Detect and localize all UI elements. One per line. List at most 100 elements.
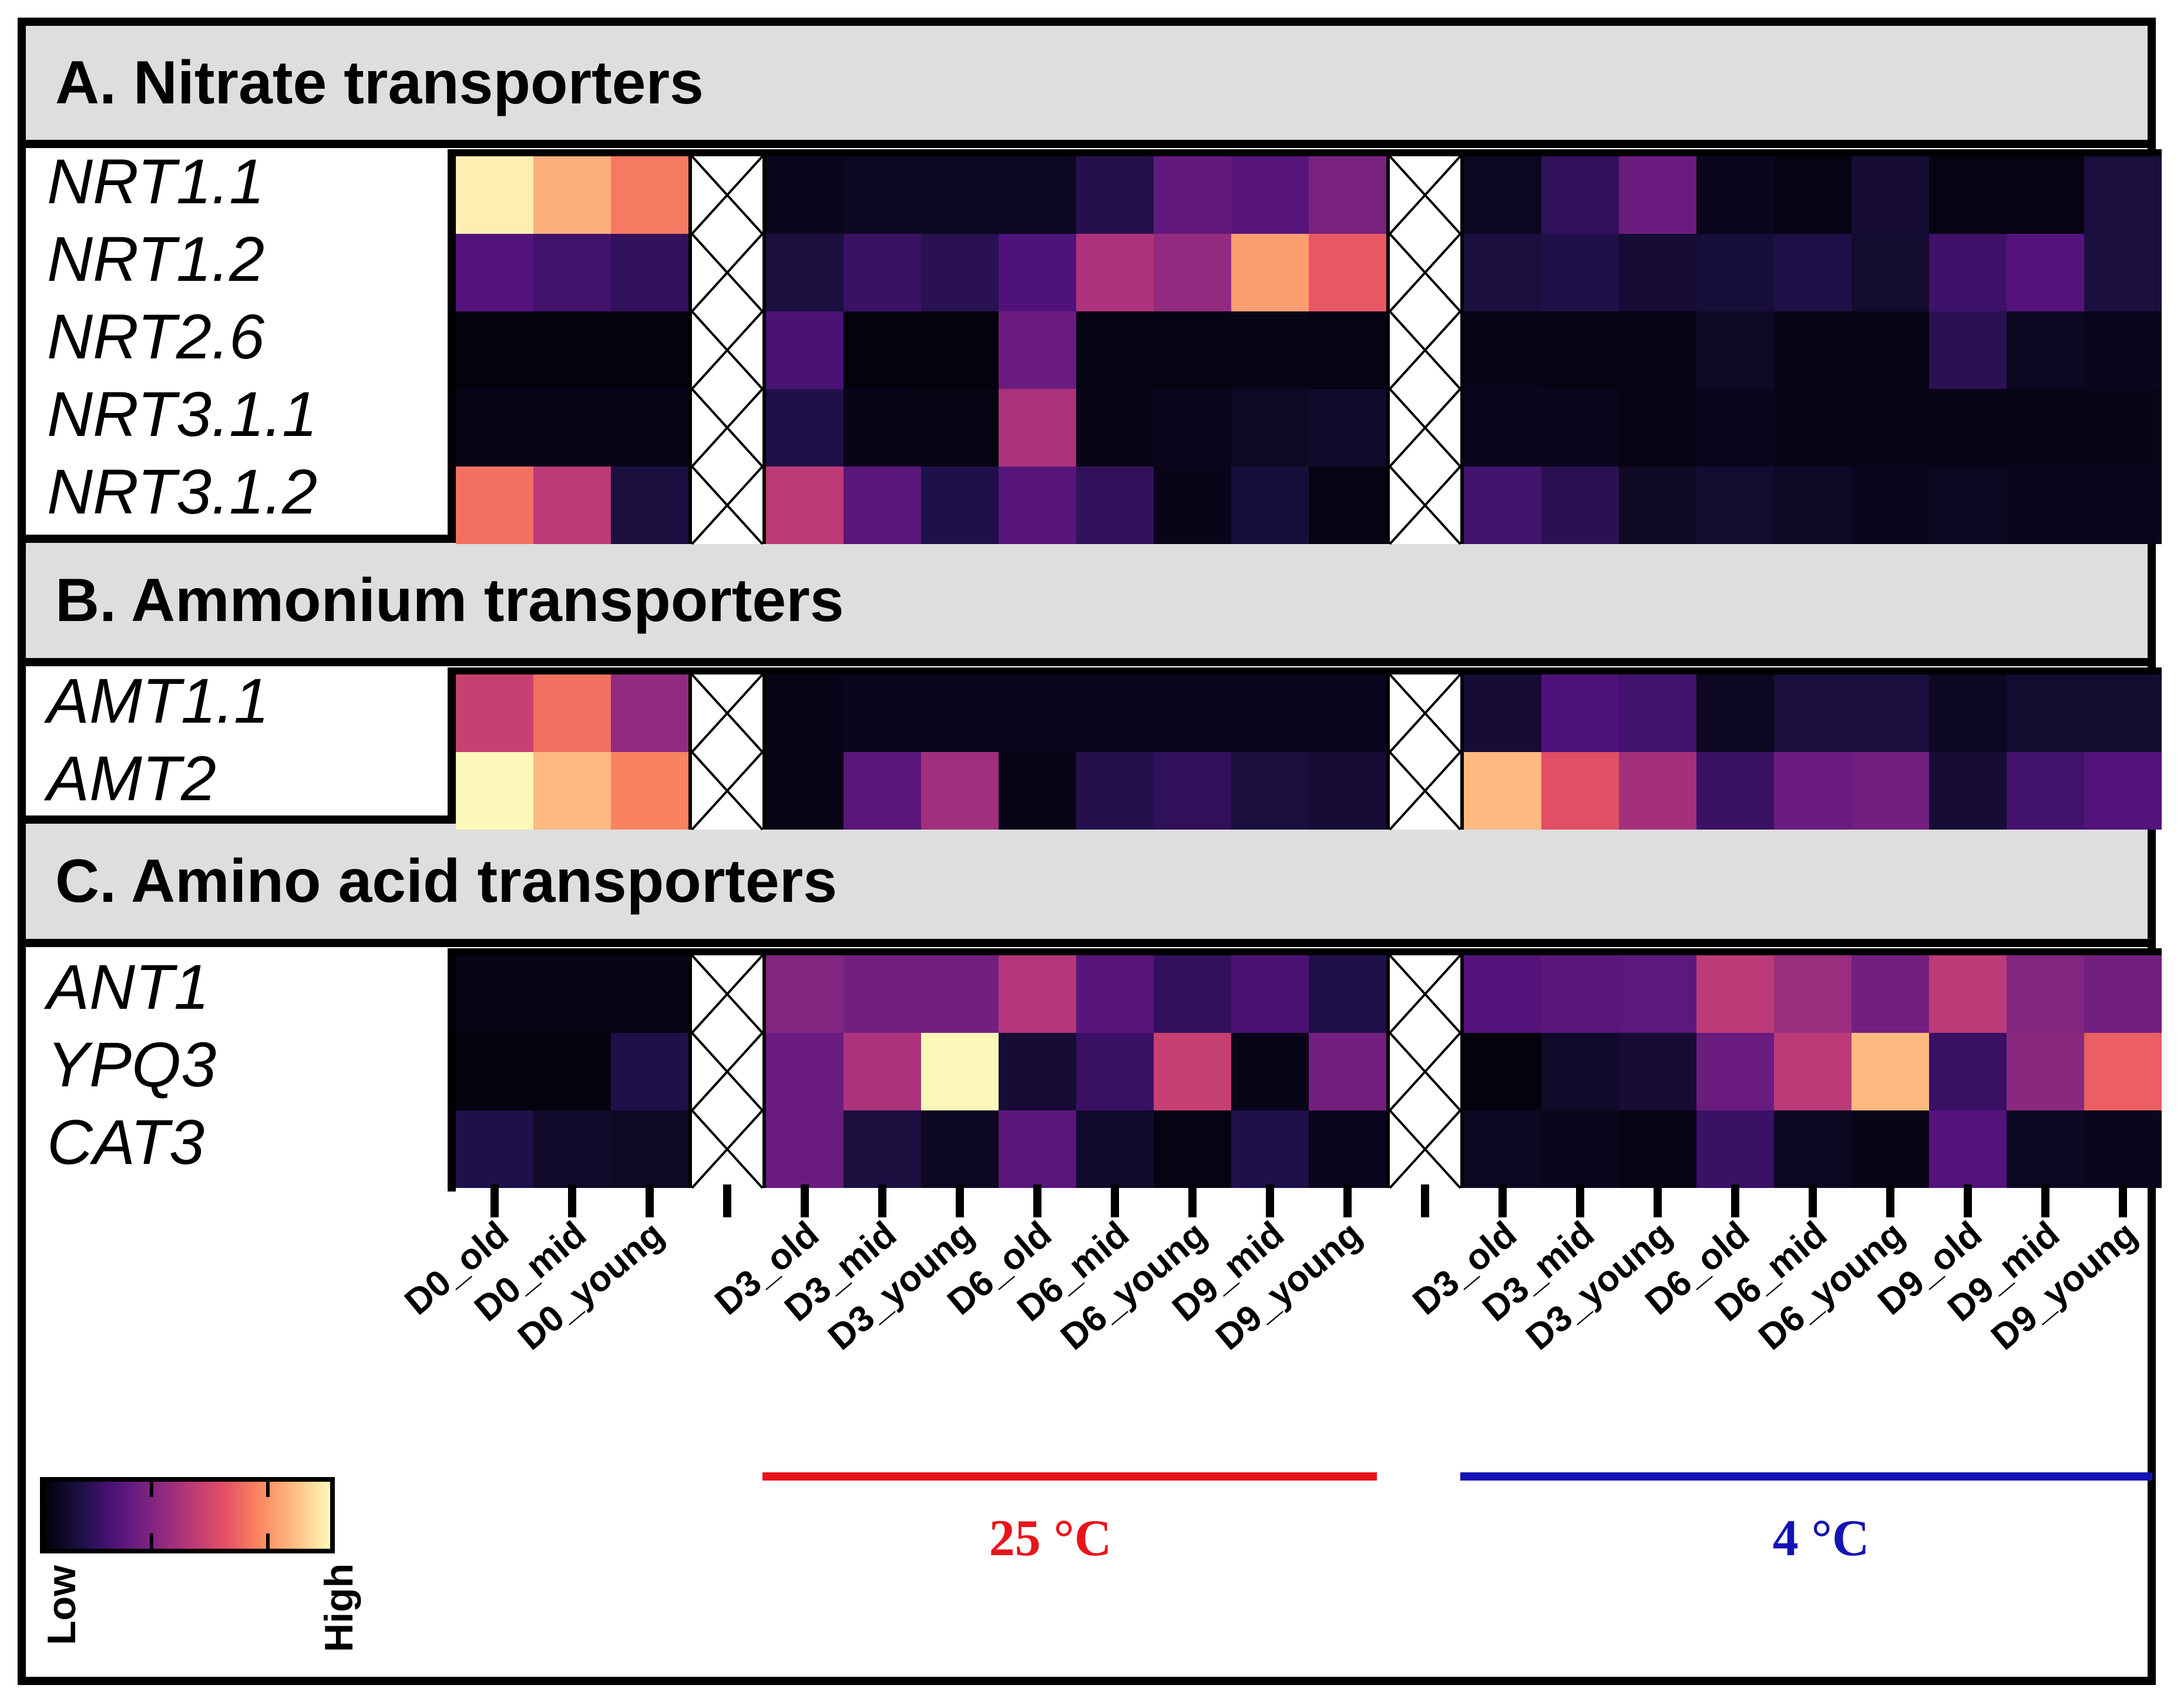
heatmap-cell <box>1231 234 1309 311</box>
separator-edge <box>1460 311 1464 389</box>
heatmap-cell <box>1774 156 1852 234</box>
heatmap-cell <box>1541 156 1619 234</box>
heatmap-cell <box>2007 311 2084 389</box>
heatmap-cell <box>766 311 844 389</box>
heatmap-cell <box>999 466 1076 544</box>
separator-edge <box>1460 389 1464 466</box>
heatmap-cell <box>999 674 1076 752</box>
x-tick <box>568 1184 576 1217</box>
heatmap-left-border <box>448 948 456 1192</box>
heatmap-cell <box>2007 1110 2084 1188</box>
separator-edge <box>762 156 766 234</box>
separator-edge <box>1386 752 1390 830</box>
heatmap-cell <box>1309 1033 1386 1110</box>
heatmap-cell <box>1696 674 1774 752</box>
heatmap-cell <box>1464 466 1541 544</box>
heatmap-cell <box>533 674 611 752</box>
separator-cross <box>1389 388 1461 468</box>
gene-label-amt1-1: AMT1.1 <box>47 665 270 736</box>
heatmap-cell <box>1309 752 1386 830</box>
heatmap-cell <box>1231 752 1309 830</box>
heatmap-cell <box>1619 156 1696 234</box>
heatmap-cell <box>921 466 999 544</box>
separator-edge <box>688 1033 692 1110</box>
heatmap-cell <box>456 466 533 544</box>
heatmap-cell <box>1696 752 1774 830</box>
heatmap-cell <box>1929 389 2007 466</box>
separator-cross <box>691 954 764 1034</box>
heatmap-cell <box>1464 674 1541 752</box>
heatmap-cell <box>456 234 533 311</box>
heatmap-cell <box>844 234 921 311</box>
separator-edge <box>762 389 766 466</box>
heatmap-cell <box>844 1110 921 1188</box>
heatmap-left-border <box>448 149 456 537</box>
separator-edge <box>762 466 766 544</box>
heatmap-cell <box>1464 955 1541 1033</box>
heatmap-cell <box>766 156 844 234</box>
separator-cross <box>1389 465 1461 545</box>
heatmap-cell <box>1619 311 1696 389</box>
heatmap-cell <box>1231 466 1309 544</box>
heatmap-cell <box>921 752 999 830</box>
heatmap-cell <box>1929 156 2007 234</box>
heatmap-cell <box>1309 466 1386 544</box>
heatmap-cell <box>921 234 999 311</box>
heatmap-cell <box>1774 389 1852 466</box>
heatmap-cell <box>533 466 611 544</box>
separator-edge <box>688 234 692 311</box>
section-title-nitrate: A. Nitrate transporters <box>55 48 704 117</box>
heatmap-cell <box>921 389 999 466</box>
separator-cross <box>691 1032 764 1112</box>
divider-ammonium <box>26 658 2148 666</box>
x-tick <box>1111 1184 1119 1217</box>
x-tick <box>1809 1184 1817 1217</box>
separator-edge <box>688 1110 692 1188</box>
x-tick <box>646 1184 654 1217</box>
separator-cross <box>691 388 764 468</box>
heatmap-cell <box>1309 1110 1386 1188</box>
gene-label-nrt3-1-2: NRT3.1.2 <box>47 456 318 527</box>
heatmap-cell <box>611 955 688 1033</box>
heatmap-cell <box>1154 752 1231 830</box>
heatmap-cell <box>1774 1110 1852 1188</box>
heatmap-cell <box>1774 311 1852 389</box>
separator-cross <box>691 310 764 390</box>
heatmap-cell <box>999 389 1076 466</box>
heatmap-cell <box>2007 752 2084 830</box>
heatmap-cell <box>456 389 533 466</box>
heatmap-cell <box>1541 234 1619 311</box>
heatmap-left-border <box>448 667 456 823</box>
separator-edge <box>688 389 692 466</box>
separator-cross <box>1389 1109 1461 1189</box>
heatmap-cell <box>1154 955 1231 1033</box>
heatmap-cell <box>1696 234 1774 311</box>
heatmap-cell <box>456 1033 533 1110</box>
heatmap-cell <box>2007 1033 2084 1110</box>
x-tick <box>801 1184 809 1217</box>
heatmap-cell <box>1076 1110 1154 1188</box>
separator-cross <box>1389 233 1461 313</box>
separator-cross <box>1389 751 1461 831</box>
heatmap-cell <box>921 674 999 752</box>
heatmap-cell <box>844 1033 921 1110</box>
heatmap-cell <box>1541 674 1619 752</box>
heatmap-cell <box>1619 752 1696 830</box>
heatmap-cell <box>1154 674 1231 752</box>
heatmap-cell <box>766 674 844 752</box>
heatmap-cell <box>2084 466 2162 544</box>
separator-edge <box>1460 156 1464 234</box>
heatmap-cell <box>844 752 921 830</box>
heatmap-top-border <box>456 667 2162 674</box>
separator-edge <box>1460 752 1464 830</box>
heatmap-cell <box>611 466 688 544</box>
heatmap-cell <box>2007 955 2084 1033</box>
heatmap-cell <box>2007 156 2084 234</box>
separator-edge <box>688 156 692 234</box>
heatmap-cell <box>533 156 611 234</box>
heatmap-cell <box>1852 1033 1929 1110</box>
x-tick <box>1731 1184 1739 1217</box>
separator-edge <box>1386 389 1390 466</box>
heatmap-cell <box>1852 752 1929 830</box>
gene-label-nrt1-1: NRT1.1 <box>47 146 265 217</box>
